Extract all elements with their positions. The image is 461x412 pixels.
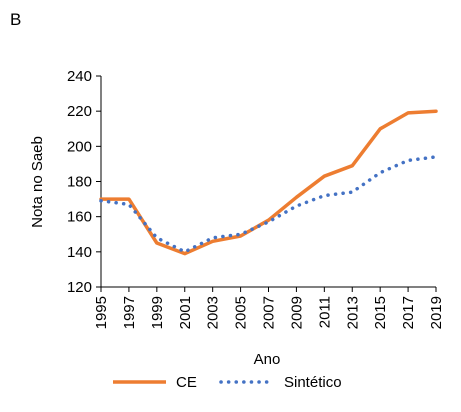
x-tick-label: 2011 xyxy=(316,296,333,328)
x-tick-label: 2019 xyxy=(428,296,445,329)
legend-label-1: CE xyxy=(176,374,197,391)
series-line-1 xyxy=(99,109,438,256)
x-tick-label: 2017 xyxy=(400,296,417,329)
y-tick-label: 220 xyxy=(67,103,92,120)
x-tick-label: 2015 xyxy=(372,296,389,329)
legend: CE Sintético xyxy=(113,374,342,391)
series-line-2 xyxy=(99,155,438,254)
x-axis: 1995 1997 1999 2001 2003 2005 2007 2009 2011 2013… xyxy=(93,286,445,329)
x-axis-label: Ano xyxy=(254,351,281,368)
x-tick-label: 1999 xyxy=(149,296,166,329)
y-tick-label: 120 xyxy=(67,279,92,296)
y-axis-label: Nota no Saeb xyxy=(29,136,46,228)
x-tick-label: 2005 xyxy=(233,296,250,329)
y-tick-label: 200 xyxy=(67,138,92,155)
y-axis: 120 140 160 180 200 220 240 xyxy=(67,68,102,296)
y-tick-label: 140 xyxy=(67,244,92,261)
x-tick-label: 1997 xyxy=(121,296,138,329)
x-tick-label: 2007 xyxy=(261,296,278,329)
x-tick-label: 2013 xyxy=(344,296,361,329)
x-tick-label: 1995 xyxy=(93,296,110,329)
y-tick-label: 180 xyxy=(67,174,92,191)
y-tick-label: 160 xyxy=(67,209,92,226)
x-tick-label: 2003 xyxy=(205,296,222,329)
panel-label: B xyxy=(10,10,22,29)
legend-label-2: Sintético xyxy=(284,374,342,391)
series-layer xyxy=(99,109,438,256)
x-tick-label: 2001 xyxy=(177,296,194,329)
x-tick-label: 2009 xyxy=(288,296,305,329)
y-tick-label: 240 xyxy=(67,68,92,85)
